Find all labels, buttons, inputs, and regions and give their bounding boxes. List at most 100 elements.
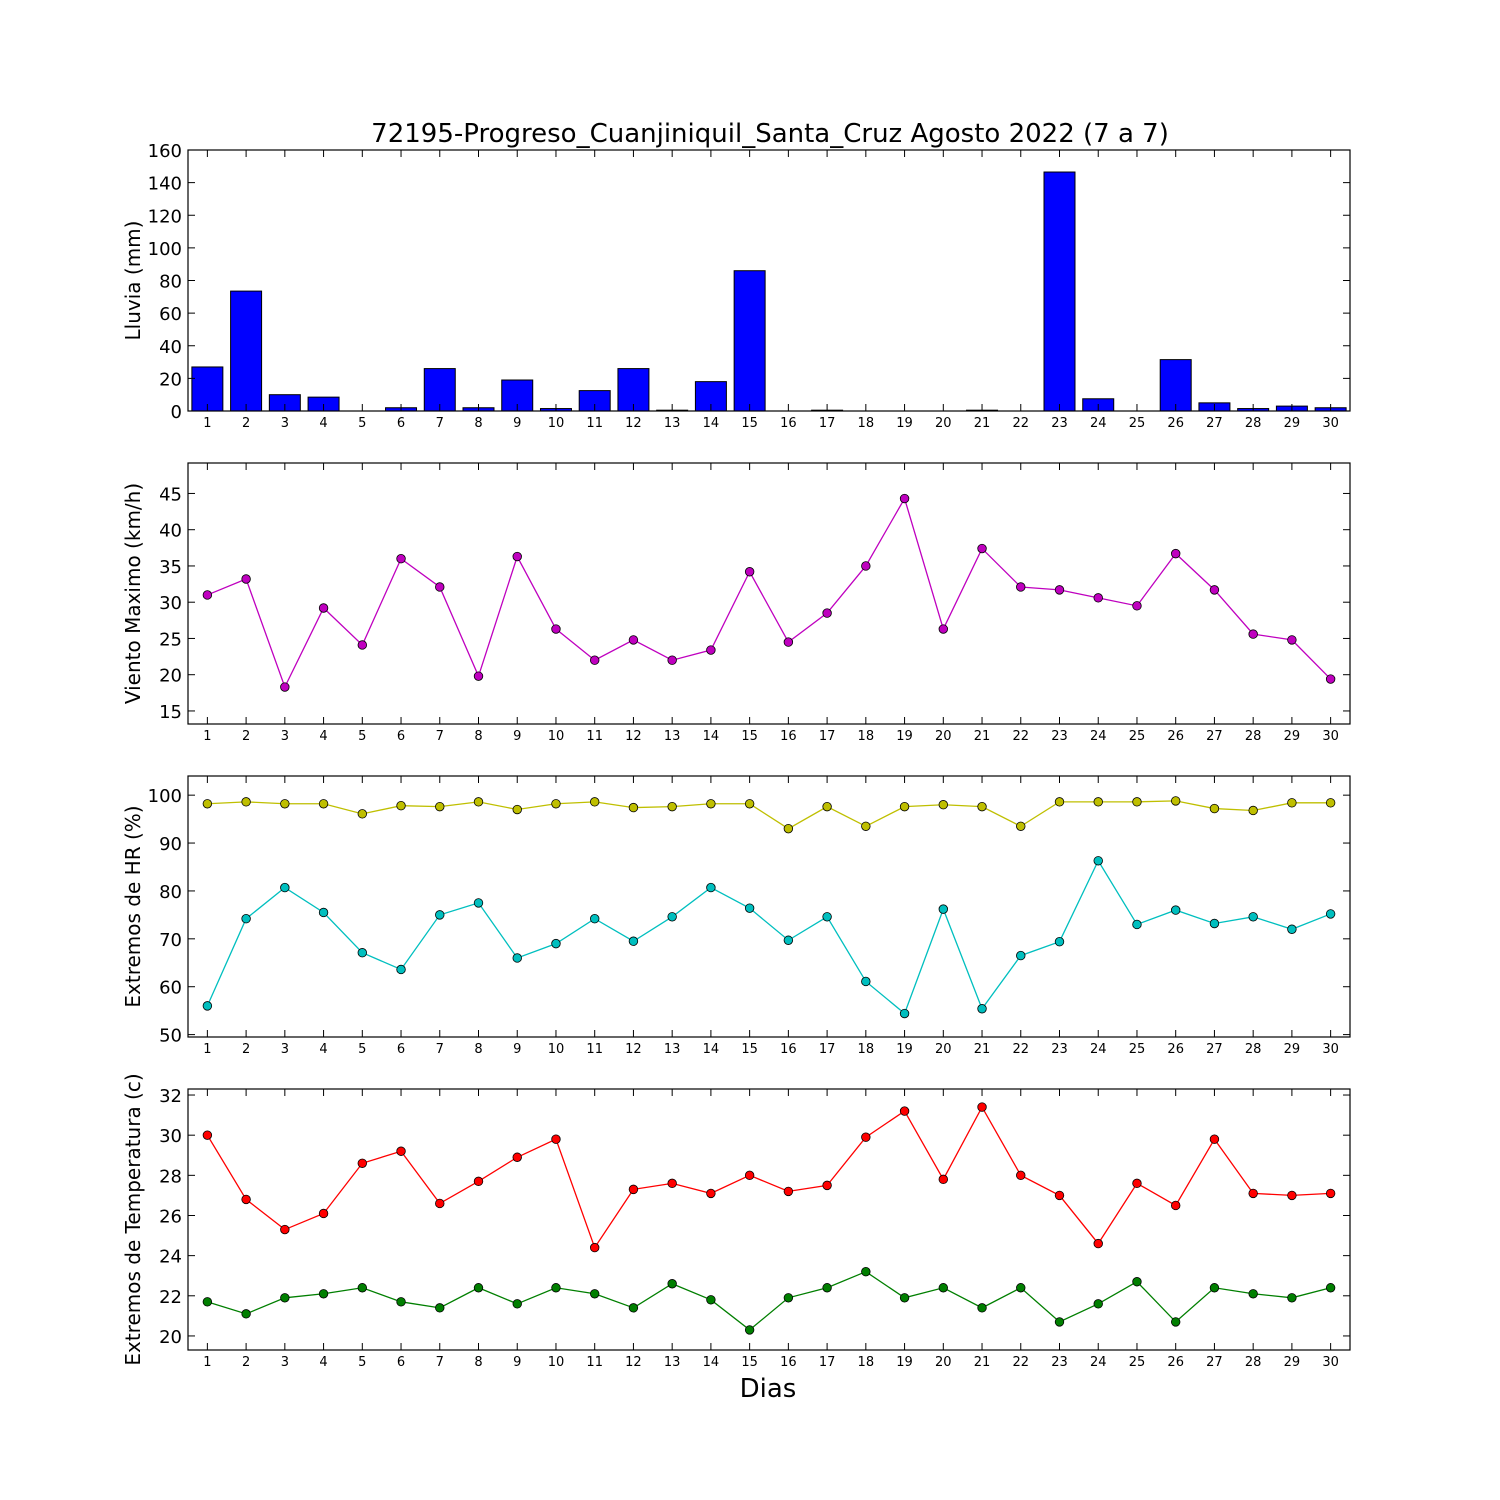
x-tick-label: 26 — [1167, 729, 1184, 744]
series-1-point-day-18 — [861, 1132, 871, 1142]
plot-frame — [187, 462, 1351, 725]
x-tick-label: 25 — [1129, 1042, 1146, 1057]
series-1-point-day-12 — [628, 635, 639, 645]
x-tick-label: 20 — [935, 1042, 952, 1057]
series-1-point-day-23 — [1054, 797, 1065, 807]
series-1-point-day-3 — [280, 1224, 290, 1235]
x-tick-label: 8 — [474, 729, 482, 744]
series-2-point-day-22 — [1016, 1283, 1026, 1293]
series-2-point-day-5 — [357, 1283, 368, 1293]
x-tick-label: 27 — [1206, 729, 1223, 744]
x-tick-label: 27 — [1206, 416, 1223, 431]
series-2-point-day-16 — [783, 935, 794, 945]
series-2-point-day-4 — [318, 907, 329, 918]
x-tick-label: 22 — [1012, 1355, 1029, 1370]
x-tick-label: 27 — [1206, 1042, 1223, 1057]
x-tick-label: 16 — [780, 1042, 797, 1057]
y-axis-label: Extremos de Temperatura (c) — [121, 1073, 145, 1365]
x-tick-label: 25 — [1129, 729, 1146, 744]
x-tick-label: 28 — [1245, 1355, 1262, 1370]
y-tick-label: 70 — [159, 930, 182, 951]
x-tick-label: 25 — [1129, 416, 1146, 431]
y-tick-label: 30 — [159, 1126, 182, 1147]
series-1-point-day-5 — [357, 640, 368, 650]
series-1-point-day-10 — [551, 1134, 561, 1144]
y-tick-label: 26 — [159, 1206, 182, 1227]
series-1-point-day-8 — [473, 671, 484, 681]
x-tick-label: 28 — [1245, 1042, 1262, 1057]
x-tick-label: 10 — [548, 1355, 565, 1370]
series-1-point-day-18 — [861, 821, 871, 831]
x-tick-label: 13 — [664, 729, 681, 744]
series-2-point-day-10 — [551, 1283, 561, 1293]
series-2-point-day-6 — [396, 964, 406, 975]
series-2-point-day-11 — [590, 914, 600, 924]
x-tick-label: 5 — [358, 729, 366, 744]
y-tick-label: 40 — [159, 521, 182, 542]
series-2-point-day-3 — [280, 882, 290, 893]
series-1-point-day-6 — [396, 800, 406, 811]
x-tick-label: 12 — [625, 1042, 642, 1057]
series-1-point-day-3 — [280, 799, 290, 809]
series-1-point-day-26 — [1170, 548, 1181, 559]
x-tick-label: 29 — [1284, 729, 1301, 744]
y-tick-label: 160 — [148, 141, 182, 162]
y-tick-label: 60 — [159, 978, 182, 999]
x-tick-label: 7 — [436, 416, 444, 431]
series-1-point-day-16 — [783, 637, 794, 647]
series-1-point-day-26 — [1170, 1200, 1181, 1211]
x-tick-label: 1 — [203, 1042, 211, 1057]
series-2-point-day-22 — [1016, 950, 1026, 961]
series-1-point-day-14 — [706, 1188, 716, 1199]
y-tick-label: 60 — [159, 304, 182, 325]
y-tick-label: 35 — [159, 557, 182, 578]
series-1-point-day-27 — [1209, 1134, 1220, 1144]
series-1-point-day-19 — [899, 801, 910, 812]
x-tick-label: 17 — [819, 1355, 836, 1370]
y-tick-label: 25 — [159, 629, 182, 650]
x-tick-label: 4 — [319, 416, 327, 431]
x-tick-label: 26 — [1167, 416, 1184, 431]
y-tick-label: 30 — [159, 593, 182, 614]
series-1-point-day-6 — [396, 1146, 406, 1156]
x-tick-label: 12 — [625, 729, 642, 744]
x-tick-label: 23 — [1051, 1355, 1068, 1370]
x-tick-label: 21 — [974, 729, 991, 744]
x-tick-label: 9 — [513, 729, 521, 744]
series-1-point-day-1 — [202, 590, 213, 600]
series-2-point-day-12 — [628, 936, 639, 946]
series-2-point-day-2 — [241, 914, 251, 924]
series-2-point-day-1 — [202, 1297, 213, 1307]
series-1-point-day-1 — [202, 799, 213, 809]
x-tick-label: 20 — [935, 729, 952, 744]
series-2-point-day-17 — [822, 912, 832, 922]
x-tick-label: 23 — [1051, 416, 1068, 431]
series-1-point-day-24 — [1093, 1238, 1103, 1249]
series-2-point-day-29 — [1287, 924, 1297, 934]
bar-day-26 — [1159, 359, 1192, 412]
x-tick-label: 7 — [436, 729, 444, 744]
x-tick-label: 30 — [1322, 729, 1339, 744]
series-1-point-day-15 — [744, 799, 755, 809]
x-tick-label: 16 — [780, 1355, 797, 1370]
x-tick-label: 30 — [1322, 1355, 1339, 1370]
y-axis-label: Lluvia (mm) — [121, 221, 145, 341]
x-tick-label: 12 — [625, 416, 642, 431]
x-tick-label: 20 — [935, 416, 952, 431]
x-tick-label: 16 — [780, 729, 797, 744]
series-line-1 — [207, 800, 1331, 830]
series-1-point-day-8 — [473, 797, 484, 807]
series-2-point-day-3 — [280, 1293, 290, 1303]
y-tick-label: 20 — [159, 1327, 182, 1348]
series-1-point-day-10 — [551, 624, 561, 634]
x-tick-label: 24 — [1090, 1042, 1107, 1057]
series-1-point-day-23 — [1054, 1190, 1065, 1201]
series-1-point-day-25 — [1132, 797, 1142, 807]
series-2-point-day-23 — [1054, 936, 1065, 947]
x-tick-label: 24 — [1090, 729, 1107, 744]
x-tick-label: 2 — [242, 416, 250, 431]
x-tick-label: 28 — [1245, 416, 1262, 431]
series-line-1 — [207, 496, 1332, 689]
y-tick-label: 40 — [159, 337, 182, 358]
series-2-point-day-21 — [977, 1303, 987, 1313]
